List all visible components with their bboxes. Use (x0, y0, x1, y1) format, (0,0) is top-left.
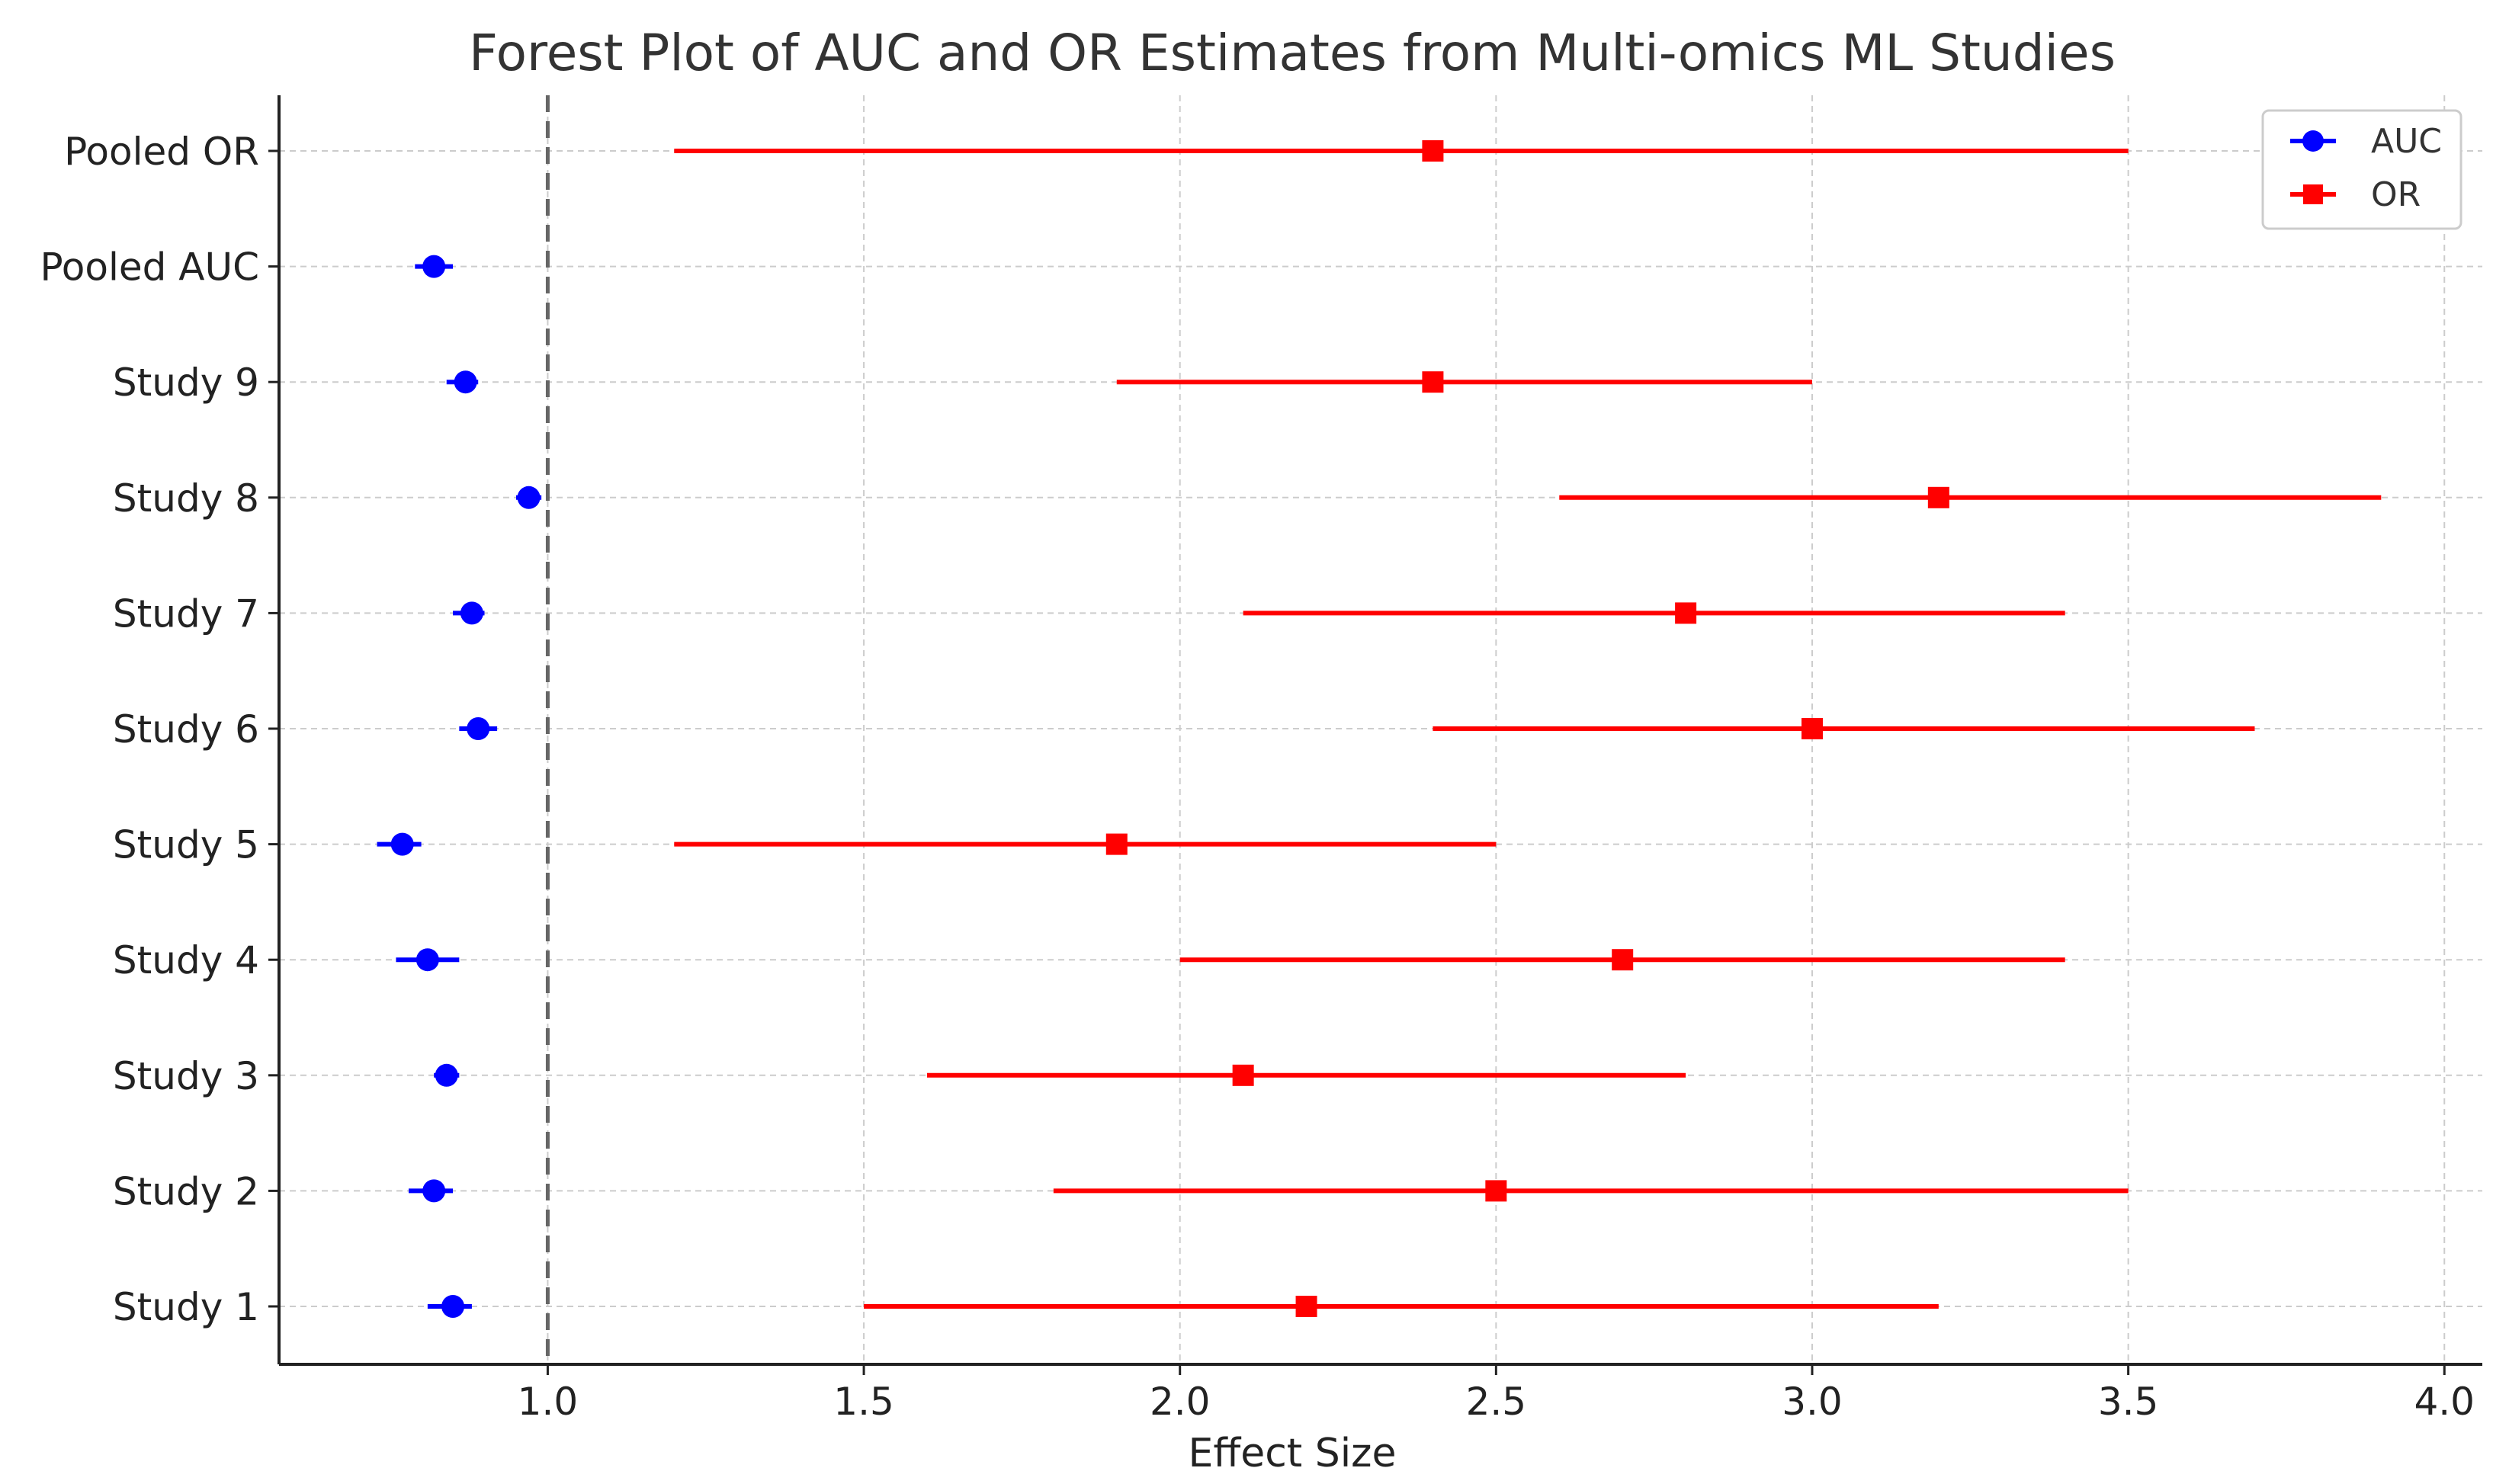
legend-marker-or (2303, 184, 2323, 204)
or-point (1422, 371, 1444, 393)
x-tick-label: 4.0 (2414, 1380, 2475, 1424)
y-tick-label: Study 4 (113, 938, 259, 982)
y-tick-label: Study 3 (113, 1054, 259, 1098)
or-point (1927, 486, 1949, 508)
auc-point (422, 1179, 446, 1203)
y-tick-label: Study 1 (113, 1285, 259, 1329)
or-point (1105, 833, 1128, 855)
axes: 1.0 1.5 2.0 2.5 3.0 3.5 4.0 Study 1 Study 2 Study… (40, 95, 2482, 1424)
auc-point (435, 1063, 458, 1087)
x-tick-label: 2.5 (1466, 1380, 1527, 1424)
x-tick-label: 1.5 (833, 1380, 894, 1424)
y-tick-label: Study 9 (113, 361, 259, 405)
y-tick-label: Pooled OR (64, 130, 259, 174)
or-point (1801, 718, 1823, 739)
y-tick-label: Study 6 (113, 707, 259, 752)
auc-point (467, 717, 490, 740)
auc-point (415, 948, 439, 972)
or-point (1232, 1064, 1254, 1086)
auc-point (441, 1295, 465, 1318)
or-point (1612, 949, 1634, 971)
or-point (1485, 1180, 1507, 1202)
y-tick-label: Pooled AUC (40, 245, 259, 290)
or-point (1422, 140, 1444, 162)
data-layer (377, 140, 2382, 1318)
legend-label-auc: AUC (2371, 122, 2442, 161)
legend: AUC OR (2261, 109, 2462, 230)
auc-point (390, 832, 414, 856)
x-tick-label: 2.0 (1150, 1380, 1211, 1424)
auc-point (422, 255, 446, 278)
auc-point (517, 486, 541, 509)
auc-point (460, 601, 483, 625)
y-tick-label: Study 7 (113, 591, 259, 636)
auc-point (454, 370, 477, 394)
x-tick-label: 3.0 (1782, 1380, 1843, 1424)
legend-marker-auc (2302, 130, 2324, 152)
or-point (1675, 602, 1697, 624)
legend-label-or: OR (2371, 175, 2421, 214)
y-tick-label: Study 5 (113, 823, 259, 867)
or-point (1295, 1296, 1317, 1317)
x-tick-label: 3.5 (2098, 1380, 2159, 1424)
x-axis-label: Effect Size (1189, 1431, 1397, 1476)
x-tick-label: 1.0 (518, 1380, 579, 1424)
y-tick-label: Study 8 (113, 476, 259, 521)
chart-title: Forest Plot of AUC and OR Estimates from… (469, 24, 2116, 82)
y-tick-label: Study 2 (113, 1169, 259, 1213)
